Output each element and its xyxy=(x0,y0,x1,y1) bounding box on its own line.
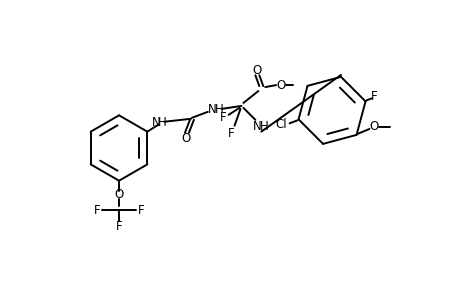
Text: O: O xyxy=(114,188,123,201)
Text: O: O xyxy=(181,132,190,145)
Text: N: N xyxy=(252,120,261,133)
Text: O: O xyxy=(369,121,378,134)
Text: O: O xyxy=(252,64,261,77)
Text: Cl: Cl xyxy=(274,118,286,131)
Text: N: N xyxy=(208,103,217,116)
Text: F: F xyxy=(137,204,144,217)
Text: F: F xyxy=(94,204,101,217)
Text: F: F xyxy=(228,127,235,140)
Text: F: F xyxy=(370,90,377,103)
Text: H: H xyxy=(157,116,166,129)
Text: N: N xyxy=(151,116,160,129)
Text: H: H xyxy=(259,120,268,133)
Text: F: F xyxy=(116,220,122,233)
Text: F: F xyxy=(220,111,226,124)
Text: H: H xyxy=(215,103,224,116)
Text: O: O xyxy=(276,79,285,92)
